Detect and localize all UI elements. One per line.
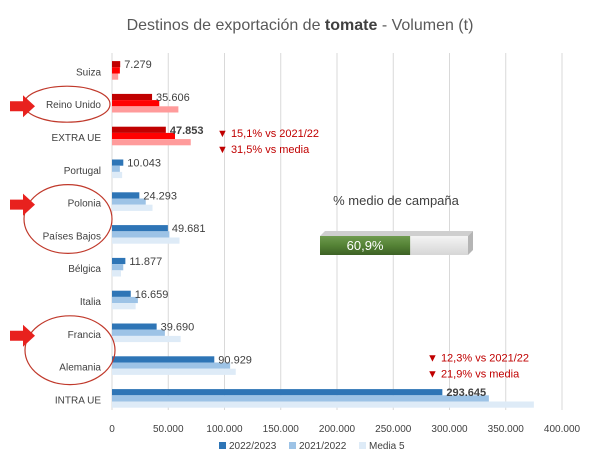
value-label: 35.606 xyxy=(156,92,190,104)
value-label: 90.929 xyxy=(218,354,252,366)
value-label: 11.877 xyxy=(129,256,162,268)
bar-polonia-2022-2023 xyxy=(112,192,140,199)
legend-label: 2022/2023 xyxy=(229,441,277,452)
bar-portugal-2022-2023 xyxy=(112,159,124,166)
category-label: Francia xyxy=(68,330,102,341)
legend-swatch xyxy=(219,442,226,449)
bars xyxy=(112,61,534,408)
annotation-text: ▼ 21,9% vs media xyxy=(427,368,520,380)
category-label: Polonia xyxy=(68,199,102,210)
highlight-circle xyxy=(23,184,113,255)
bar-italia-media-5 xyxy=(112,303,136,310)
bar-extra-ue-media-5 xyxy=(112,139,191,146)
value-label: 49.681 xyxy=(172,223,206,235)
bar-intra-ue-2022-2023 xyxy=(112,389,443,396)
value-label: 47.853 xyxy=(170,125,204,137)
campaign-bar-top xyxy=(320,231,473,236)
bar-extra-ue-2022-2023 xyxy=(112,126,166,133)
value-label: 7.279 xyxy=(124,59,152,71)
bar-belgica-media-5 xyxy=(112,270,121,277)
campaign-value-label: 60,9% xyxy=(347,238,384,253)
x-tick-label: 300.000 xyxy=(431,424,468,435)
bar-portugal-media-5 xyxy=(112,171,123,179)
category-label: Italia xyxy=(80,297,102,308)
chart-title: Destinos de exportación de tomate - Volu… xyxy=(127,17,474,34)
campaign-bar-fill xyxy=(320,236,411,255)
arrow-icon xyxy=(10,193,35,216)
category-label: Bélgica xyxy=(68,264,101,275)
legend-swatch xyxy=(359,442,366,449)
category-label: INTRA UE xyxy=(55,395,101,406)
annotation-text: ▼ 12,3% vs 2021/22 xyxy=(427,352,529,364)
legend-label: Media 5 xyxy=(369,441,405,452)
bar-paises-bajos-media-5 xyxy=(112,237,180,244)
campaign-bar-side xyxy=(468,231,473,255)
category-label: EXTRA UE xyxy=(52,133,102,144)
bar-suiza-media-5 xyxy=(112,73,119,80)
bar-belgica-2022-2023 xyxy=(112,257,126,265)
bar-intra-ue-media-5 xyxy=(112,401,534,408)
bar-portugal-2021-2022 xyxy=(112,165,120,172)
value-label: 293.645 xyxy=(446,387,486,399)
bar-paises-bajos-2021-2022 xyxy=(112,231,170,238)
bar-suiza-2021-2022 xyxy=(112,67,120,74)
value-label: 24.293 xyxy=(143,190,177,202)
arrow-icon xyxy=(10,95,35,118)
bar-belgica-2021-2022 xyxy=(112,264,124,271)
bar-paises-bajos-2022-2023 xyxy=(112,225,168,232)
value-label: 10.043 xyxy=(127,158,161,170)
campaign-bar-rest xyxy=(410,236,468,255)
bar-alemania-2022-2023 xyxy=(112,356,215,363)
bar-intra-ue-2021-2022 xyxy=(112,395,489,402)
category-label: Reino Unido xyxy=(46,100,101,111)
x-tick-label: 250.000 xyxy=(375,424,412,435)
campaign-title: % medio de campaña xyxy=(333,193,460,208)
x-tick-label: 200.000 xyxy=(319,424,356,435)
category-label: Portugal xyxy=(64,166,101,177)
bar-francia-2021-2022 xyxy=(112,329,165,336)
category-label: Suiza xyxy=(76,67,101,78)
legend-label: 2021/2022 xyxy=(299,441,347,452)
bar-alemania-2021-2022 xyxy=(112,362,231,369)
bar-italia-2021-2022 xyxy=(112,296,138,304)
value-label: 16.659 xyxy=(135,289,169,301)
x-tick-label: 150.000 xyxy=(263,424,300,435)
bar-reino-unido-media-5 xyxy=(112,106,179,113)
x-tick-label: 0 xyxy=(109,424,115,435)
annotation-text: ▼ 15,1% vs 2021/22 xyxy=(217,128,319,140)
bar-polonia-2021-2022 xyxy=(112,198,146,205)
legend-swatch xyxy=(289,442,296,449)
x-tick-label: 350.000 xyxy=(488,424,525,435)
x-tick-label: 400.000 xyxy=(544,424,581,435)
bar-francia-2022-2023 xyxy=(112,323,157,330)
annotation-text: ▼ 31,5% vs media xyxy=(217,144,310,156)
bar-italia-2022-2023 xyxy=(112,290,131,297)
bar-polonia-media-5 xyxy=(112,204,153,211)
value-label: 39.690 xyxy=(161,322,195,334)
x-tick-label: 100.000 xyxy=(206,424,243,435)
category-label: Países Bajos xyxy=(43,231,101,242)
bar-suiza-2022-2023 xyxy=(112,61,121,68)
x-tick-label: 50.000 xyxy=(153,424,184,435)
legend: 2022/2023 2021/2022 Media 5 xyxy=(219,441,405,452)
bar-francia-media-5 xyxy=(112,335,181,343)
category-label: Alemania xyxy=(59,363,101,374)
highlight-circle xyxy=(24,315,116,386)
bar-extra-ue-2021-2022 xyxy=(112,132,175,140)
bar-reino-unido-2021-2022 xyxy=(112,100,160,107)
bar-reino-unido-2022-2023 xyxy=(112,93,153,101)
bar-alemania-media-5 xyxy=(112,368,236,375)
arrow-icon xyxy=(10,324,35,347)
